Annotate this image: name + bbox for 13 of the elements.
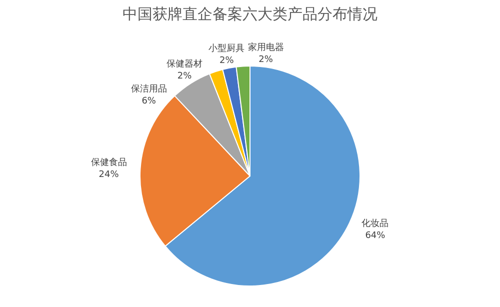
slice-label: 化妆品 <box>362 218 389 229</box>
slice-label: 保洁用品 <box>130 84 167 95</box>
slice-label: 保健食品 <box>90 157 127 168</box>
data-label: 6% <box>142 96 156 107</box>
chart-title: 中国获牌直企备案六大类产品分布情况 <box>122 5 378 23</box>
slice-label: 保健器材 <box>166 58 203 70</box>
slice-label: 小型厨具 <box>208 43 245 54</box>
data-label: 2% <box>220 56 234 66</box>
slice-label: 家用电器 <box>248 42 284 53</box>
data-label: 24% <box>98 170 120 180</box>
data-label: 2% <box>258 55 274 65</box>
data-label: 2% <box>177 71 192 82</box>
data-label: 64% <box>365 230 386 241</box>
